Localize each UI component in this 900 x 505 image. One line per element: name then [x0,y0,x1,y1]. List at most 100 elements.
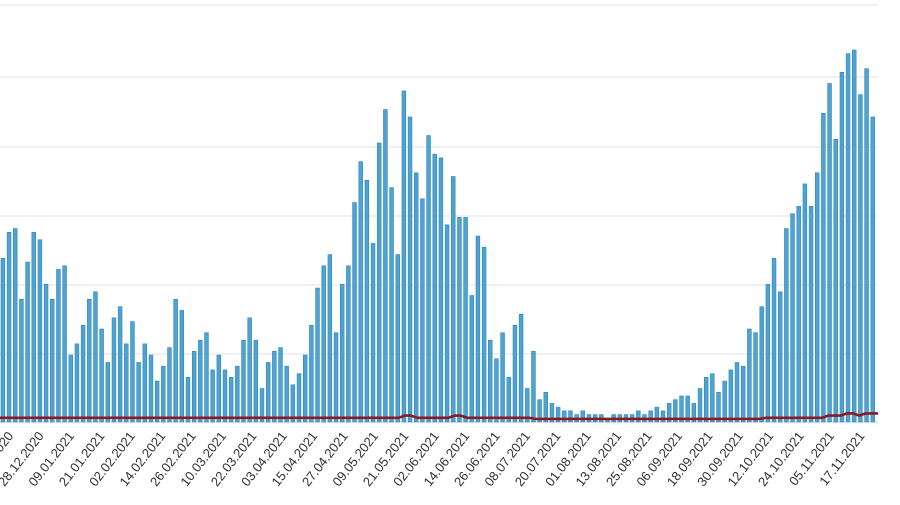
bar [296,373,302,423]
bar [290,384,296,423]
bar [327,254,333,423]
bar [265,362,271,423]
bar [740,365,746,423]
bar [673,399,678,423]
bar [555,406,561,423]
bar [771,258,777,423]
bar [124,343,129,423]
bar [407,116,413,423]
bar [703,377,709,423]
bar [284,365,289,423]
bar [377,142,382,423]
bar [173,298,178,423]
bar [154,380,160,423]
bar [475,235,481,423]
bar [463,217,468,423]
bar [93,291,98,423]
bar [747,328,752,423]
bar [161,365,166,423]
bar [864,68,869,423]
bar [111,317,117,423]
bar [821,112,826,423]
bar [562,410,567,423]
bar [685,395,690,423]
bar [827,83,832,423]
bar [636,410,641,423]
bar [481,246,487,423]
bar [68,354,73,423]
bar [130,321,135,423]
bar [247,317,252,423]
bar [777,291,783,423]
bar [62,265,67,423]
bar [302,354,308,423]
bar [278,347,283,423]
bar [179,310,185,423]
bar [784,228,789,423]
bar [438,157,444,423]
bar [839,72,845,423]
bar [315,287,320,423]
bar [790,213,795,423]
bar [469,295,474,423]
bar [136,362,141,423]
bar [697,388,703,423]
bar [43,284,49,423]
bar [241,339,246,423]
bar [815,172,820,423]
bar [191,351,197,423]
bar [531,351,536,423]
bar [765,284,771,423]
bar [420,198,425,423]
bar [19,298,24,423]
bar [488,339,493,423]
bar [654,406,660,423]
bar [537,399,542,423]
bar [74,343,80,423]
bar [759,306,764,423]
bar [525,388,530,423]
bar [309,324,314,423]
bar [444,224,450,423]
bar [679,395,684,423]
bar [845,53,851,423]
bar [228,377,234,423]
bar [852,49,857,423]
bar [0,258,6,423]
bar [802,183,808,423]
bar [333,332,339,423]
bar [543,391,548,423]
bar [506,377,511,423]
bar [383,109,388,423]
bar [321,265,326,423]
bar [50,298,55,423]
x-axis-tick-labels: 16.12.202028.12.202009.01.202121.01.2021… [0,429,868,490]
bar [198,339,203,423]
bar [796,205,801,423]
bar [432,153,437,423]
bar [512,324,518,423]
bar [666,403,672,423]
bar [549,403,555,423]
bar [346,265,351,423]
line-series-path [0,412,878,421]
bar [25,261,30,423]
bar [426,135,431,423]
bar [716,391,721,423]
bar [13,228,18,423]
bar [389,187,394,423]
bar [494,358,499,423]
bar [753,332,758,423]
bar [395,254,400,423]
bar [414,172,419,423]
bar [518,313,524,423]
bar [216,354,222,423]
bar [580,410,586,423]
bar [568,410,573,423]
bar [364,179,370,423]
bar-series [0,49,875,423]
bar [728,369,734,423]
bar [99,328,104,423]
bar [451,176,456,423]
bar [858,94,863,423]
